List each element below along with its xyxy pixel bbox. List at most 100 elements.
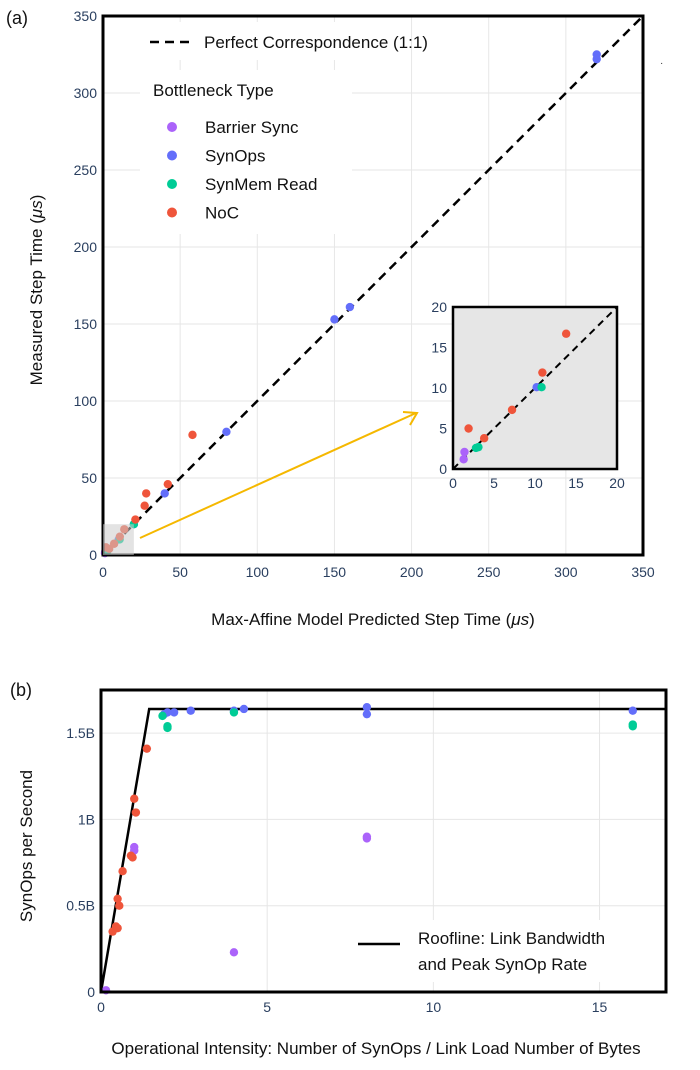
point-noc [131, 808, 141, 817]
chart-a-xlabel: Max-Affine Model Predicted Step Time (μs… [211, 610, 535, 629]
chart-b-points [101, 703, 637, 995]
chart-b-legend: Roofline: Link Bandwidth and Peak SynOp … [350, 920, 650, 982]
stray-tick-mark: · [660, 58, 663, 69]
point-barrier-sync [229, 948, 239, 957]
legend-title: Bottleneck Type [153, 81, 274, 100]
inset-x-tick-label: 20 [609, 475, 625, 491]
point-synops [592, 50, 601, 59]
roofline-label-1: Roofline: Link Bandwidth [418, 929, 605, 948]
point-noc [163, 479, 172, 489]
x-tick-label: 300 [554, 564, 578, 580]
roofline-label-2: and Peak SynOp Rate [418, 955, 587, 974]
point-noc [142, 489, 151, 498]
point-synops [362, 703, 372, 712]
inset-y-tick-label: 15 [431, 340, 447, 356]
x-tick-label: 200 [400, 564, 424, 580]
chart-b-ticks: 0 5 10 15 0 0.5B 1B 1.5B [66, 725, 607, 1015]
inset-x-tick-label: 10 [527, 475, 543, 491]
point-synops [239, 704, 249, 714]
point-noc [142, 744, 152, 753]
inset-point-barrier-sync [460, 447, 469, 457]
panel-a-label: (a) [6, 8, 28, 28]
inset-point-noc [561, 329, 571, 338]
chart-b-xlabel: Operational Intensity: Number of SynOps … [111, 1039, 640, 1058]
y-tick-label: 300 [74, 85, 98, 101]
point-noc [113, 894, 122, 904]
inset-point-barrier-sync [459, 455, 468, 464]
point-noc [128, 853, 137, 862]
legend-items: Barrier Sync SynOps SynMem Read NoC [167, 118, 317, 223]
x-tick-label: 50 [172, 564, 188, 580]
inset-x-tick-label: 5 [490, 475, 498, 491]
zoom-arrow-head [402, 411, 419, 426]
inset-point-noc [479, 434, 489, 443]
chart-a: 0 50 100 150 200 250 300 3500501001502002503003… [27, 8, 663, 629]
chart-a-grid [102, 15, 644, 556]
x-tick-label: 100 [246, 564, 270, 580]
inset-y-tick-label: 0 [439, 461, 447, 477]
x-tick-label: 350 [631, 564, 655, 580]
chart-a-legend: Perfect Correspondence (1:1) Bottleneck … [140, 22, 428, 234]
inset-y-tick-label: 5 [439, 421, 447, 437]
y-tick-label: 0 [89, 547, 97, 563]
inset-y-tick-label: 20 [431, 299, 447, 315]
legend-b-bg [350, 920, 650, 982]
point-noc [130, 794, 139, 803]
point-synops [362, 709, 372, 719]
point-noc [118, 867, 127, 876]
point-noc [115, 901, 124, 910]
y-tick-label: 0.5B [66, 898, 95, 914]
point-synmem-read [628, 722, 637, 731]
inset-x-tick-label: 15 [568, 475, 584, 491]
y-tick-label: 0 [87, 984, 95, 1000]
x-tick-label: 150 [323, 564, 347, 580]
zoom-region [103, 524, 134, 555]
x-tick-label: 5 [263, 999, 271, 1015]
legend-label-barrier-sync: Barrier Sync [205, 118, 299, 137]
chart-a-inset: 0 5 10 15 20 0 5 10 15 20 [431, 299, 625, 491]
legend-ref-label: Perfect Correspondence (1:1) [204, 33, 428, 52]
y-tick-label: 50 [81, 470, 97, 486]
legend-label-synops: SynOps [205, 147, 265, 166]
point-synmem-read [163, 723, 172, 733]
chart-a-ylabel: Measured Step Time (μs) [27, 195, 46, 386]
inset-ticks: 0 5 10 15 20 0 5 10 15 20 [431, 299, 625, 491]
panel-b-label: (b) [10, 680, 32, 700]
point-synmem-read [229, 708, 239, 717]
chart-a-frame [101, 14, 645, 557]
point-synops [628, 706, 637, 715]
legend-line-bg [140, 22, 368, 60]
chart-b-frame [99, 688, 668, 994]
chart-a-reference-line [102, 15, 644, 556]
point-noc [188, 430, 197, 440]
zoom-arrow-line [139, 412, 417, 539]
point-noc [131, 515, 140, 524]
inset-frame [451, 305, 619, 471]
y-tick-label: 150 [74, 316, 98, 332]
y-tick-label: 200 [74, 239, 98, 255]
inset-point-synmem-read [474, 442, 483, 452]
legend-swatch-noc [167, 207, 177, 218]
inset-point-noc [464, 424, 473, 433]
chart-a-ticks: 0 50 100 150 200 250 300 3500501001502002503003… [74, 8, 655, 580]
point-synops [345, 302, 355, 312]
x-tick-label: 0 [99, 564, 107, 580]
point-noc [113, 923, 122, 933]
inset-point-noc [538, 368, 547, 377]
inset-points [459, 329, 571, 464]
legend-swatch-synops [167, 150, 177, 161]
y-tick-label: 350 [74, 8, 98, 24]
inset-reference-line [452, 306, 618, 470]
point-synops [222, 427, 231, 436]
x-tick-label: 250 [477, 564, 501, 580]
y-tick-label: 100 [74, 393, 98, 409]
point-synops [330, 315, 339, 324]
inset-point-synmem-read [537, 382, 546, 392]
legend-label-noc: NoC [205, 204, 239, 223]
chart-b-ylabel: SynOps per Second [17, 770, 36, 922]
inset-y-tick-label: 10 [431, 380, 447, 396]
x-tick-label: 0 [97, 999, 105, 1015]
y-tick-label: 1.5B [66, 725, 95, 741]
legend-swatch-synmem-read [167, 179, 177, 189]
